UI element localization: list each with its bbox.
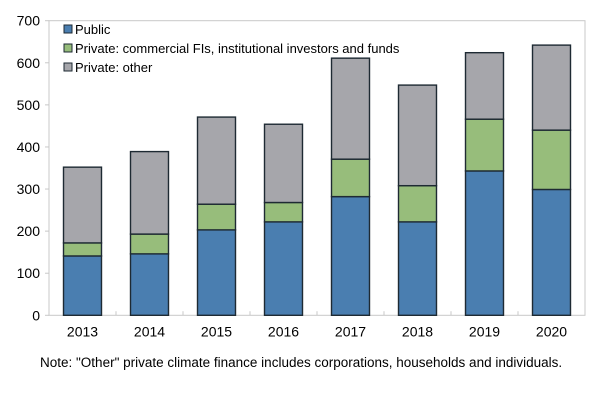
- x-tick-label: 2020: [536, 323, 567, 339]
- bar-segment-public-2016: [263, 221, 304, 317]
- x-tick-label: 2017: [335, 323, 366, 339]
- bar-segment-public-2018: [397, 221, 438, 317]
- bar-segment-private-other-2014: [129, 150, 170, 235]
- bar-segment-private-other-2016: [263, 123, 304, 204]
- bars: [62, 44, 572, 317]
- y-tick-label: 400: [17, 139, 41, 155]
- bar-segment-private-commercial-2017: [330, 158, 371, 198]
- plot-frame: [48, 20, 586, 316]
- chart-note: Note: "Other" private climate finance in…: [40, 355, 563, 370]
- bar-segment-private-other-2018: [397, 84, 438, 187]
- bar-segment-private-other-2019: [464, 51, 505, 120]
- y-tick-label: 600: [17, 55, 41, 71]
- bar-segment-private-commercial-2020: [531, 129, 572, 191]
- legend-label: Private: other: [75, 60, 153, 75]
- bar-segment-private-commercial-2014: [129, 233, 170, 255]
- x-tick-label: 2016: [268, 323, 299, 339]
- y-tick-label: 500: [17, 97, 41, 113]
- legend-swatch: [63, 62, 73, 72]
- legend-label: Public: [75, 22, 111, 37]
- legend: Public Private: commercial FIs, instituti…: [63, 22, 400, 75]
- bar-segment-public-2013: [62, 255, 103, 316]
- bar-segment-private-commercial-2016: [263, 201, 304, 223]
- x-tick-label: 2014: [134, 323, 165, 339]
- bar-segment-public-2019: [464, 170, 505, 317]
- legend-item-private-other: Private: other: [63, 60, 153, 75]
- axes: 0 100 200 300 400 500 600 700 2013 2014 2015 2016 20…: [17, 13, 586, 339]
- x-tick-label: 2015: [201, 323, 232, 339]
- bar-segment-private-other-2017: [330, 57, 371, 160]
- y-tick-label: 0: [32, 307, 40, 323]
- bar-segment-private-commercial-2018: [397, 184, 438, 223]
- legend-swatch: [63, 24, 73, 34]
- legend-item-private-commercial: Private: commercial FIs, institutional i…: [63, 41, 400, 56]
- bar-segment-public-2020: [531, 188, 572, 317]
- y-tick-label: 200: [17, 223, 41, 239]
- bar-segment-private-commercial-2013: [62, 242, 103, 257]
- bar-segment-private-commercial-2015: [196, 203, 237, 231]
- bar-segment-public-2015: [196, 229, 237, 316]
- bar-segment-private-other-2020: [531, 44, 572, 131]
- bar-segment-private-other-2015: [196, 116, 237, 205]
- bar-segment-public-2017: [330, 195, 371, 317]
- legend-label: Private: commercial FIs, institutional i…: [75, 41, 400, 56]
- x-tick-label: 2019: [469, 323, 500, 339]
- x-tick-label: 2013: [67, 323, 98, 339]
- legend-swatch: [63, 43, 73, 53]
- legend-item-public: Public: [63, 22, 111, 37]
- bar-segment-private-commercial-2019: [464, 118, 505, 172]
- y-tick-label: 700: [17, 13, 41, 29]
- y-tick-label: 300: [17, 181, 41, 197]
- x-tick-label: 2018: [402, 323, 433, 339]
- y-tick-label: 100: [17, 265, 41, 281]
- bar-segment-public-2014: [129, 253, 170, 317]
- bar-segment-private-other-2013: [62, 166, 103, 244]
